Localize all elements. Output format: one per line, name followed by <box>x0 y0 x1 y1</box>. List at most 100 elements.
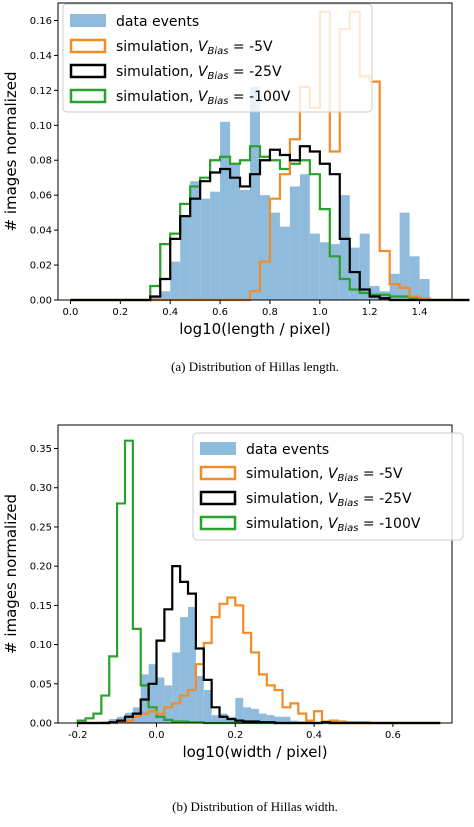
data-bar <box>180 617 189 723</box>
data-bar <box>269 212 280 300</box>
y-tick-label: 0.00 <box>30 719 52 730</box>
data-bar <box>279 226 290 300</box>
chart-width: -0.2 0.0 0.2 0.4 0.6 0.00 0.05 0.10 0.15 0.20 0.25… <box>2 424 453 761</box>
data-bar <box>235 697 244 723</box>
data-bar <box>219 713 228 723</box>
caption-width: (b) Distribution of Hillas width. <box>172 799 338 814</box>
data-bar <box>251 708 259 723</box>
x-tick-label: 0.4 <box>162 307 178 318</box>
legend-swatch-data <box>70 14 106 27</box>
legend-label-sim25: simulation, VBias = -25V <box>246 491 412 509</box>
data-bars <box>150 86 430 300</box>
y-tick-label: 0.00 <box>30 296 52 307</box>
y-tick-label: 0.12 <box>30 86 52 97</box>
legend-frame <box>192 432 464 541</box>
data-bar <box>409 256 420 300</box>
y-tick-label: 0.08 <box>30 156 52 167</box>
x-tick-label: 1.2 <box>362 307 378 318</box>
y-tick-label: 0.05 <box>30 679 52 690</box>
caption-length: (a) Distribution of Hillas length. <box>171 359 339 374</box>
data-bar <box>329 244 340 300</box>
legend-label-data: data events <box>246 442 329 458</box>
data-bar <box>164 685 173 723</box>
plot-frame <box>57 2 453 301</box>
y-tick-label: 0.14 <box>30 51 52 62</box>
data-bar <box>230 163 241 300</box>
data-bar <box>180 216 191 300</box>
legend-label-sim5: simulation, VBias = -5V <box>116 39 273 57</box>
data-bar <box>203 690 212 723</box>
data-bar <box>339 195 350 300</box>
legend-label-sim5: simulation, VBias = -5V <box>246 466 403 484</box>
data-bar <box>369 286 380 300</box>
data-bar <box>132 707 141 723</box>
y-tick-label: 0.20 <box>30 562 52 573</box>
data-bar <box>188 606 196 723</box>
data-bar <box>211 715 220 723</box>
data-bar <box>195 675 204 723</box>
y-tick-label: 0.25 <box>30 522 52 533</box>
legend-swatch-sim25 <box>199 490 237 506</box>
data-bar <box>419 279 430 300</box>
y-tick-label: 0.04 <box>30 226 52 237</box>
legend-swatch-sim5 <box>199 465 237 481</box>
data-bar <box>124 712 133 723</box>
data-bar <box>190 181 201 300</box>
data-bar <box>399 212 410 300</box>
data-bar <box>258 713 267 723</box>
x-tick-label: 0.6 <box>212 307 228 318</box>
x-tick-label: 1.0 <box>312 307 328 318</box>
y-tick-label: 0.06 <box>30 191 52 202</box>
data-bar <box>243 707 252 723</box>
legend-frame <box>62 3 373 113</box>
data-bars <box>101 606 338 723</box>
data-bar <box>389 273 400 300</box>
legend-label-data: data events <box>116 14 199 30</box>
x-tick-label: 0.6 <box>385 730 401 741</box>
data-bar <box>172 652 181 723</box>
x-tick-label: 0.2 <box>227 730 243 741</box>
y-tick-label: 0.02 <box>30 261 52 272</box>
data-bar <box>319 242 330 300</box>
y-tick-label: 0.15 <box>30 601 52 612</box>
y-axis-label: # images normalized <box>2 72 20 232</box>
y-tick-label: 0.16 <box>30 16 52 27</box>
y-tick-label: 0.30 <box>30 483 52 494</box>
data-bar <box>250 86 260 300</box>
data-bar <box>148 664 157 723</box>
legend-label-sim100: simulation, VBias = -100V <box>246 516 421 534</box>
legend-swatch-sim100 <box>199 515 237 531</box>
data-bar <box>259 195 270 300</box>
legend-swatch-sim100 <box>69 88 107 104</box>
data-bar <box>266 715 275 723</box>
y-tick-label: 0.10 <box>30 121 52 132</box>
series-line-sim25 <box>70 145 470 302</box>
legend-swatch-data <box>200 442 236 455</box>
legend-swatch-sim5 <box>69 38 107 54</box>
legend-label-sim100: simulation, VBias = -100V <box>116 89 291 107</box>
x-axis-label: log10(length / pixel) <box>179 320 331 338</box>
data-bar <box>170 261 181 300</box>
y-axis-label: # images normalized <box>2 494 20 654</box>
legend-label-sim25: simulation, VBias = -25V <box>116 64 282 82</box>
data-bar <box>274 716 283 723</box>
y-tick-label: 0.10 <box>30 640 52 651</box>
data-bar <box>290 720 299 723</box>
data-bar <box>109 719 118 723</box>
x-tick-label: 0.8 <box>262 307 278 318</box>
legend-width: data events simulation, VBias = -5V simu… <box>192 432 464 541</box>
data-bar <box>156 677 165 723</box>
data-bar <box>200 198 211 300</box>
x-axis-label: log10(width / pixel) <box>182 743 327 761</box>
data-bar <box>299 174 310 300</box>
x-tick-label: 0.2 <box>112 307 128 318</box>
data-bar <box>359 233 370 300</box>
data-bar <box>210 191 221 300</box>
legend-length: data events simulation, VBias = -5V simu… <box>62 3 373 113</box>
chart-length: 0.0 0.2 0.4 0.6 0.8 1.0 1.2 1.4 0.00 0.02 0.04 0.06… <box>2 2 470 338</box>
data-bar <box>289 186 300 300</box>
data-bar <box>220 121 231 300</box>
x-tick-label: 0.0 <box>63 307 79 318</box>
x-tick-label: -0.2 <box>68 730 88 741</box>
